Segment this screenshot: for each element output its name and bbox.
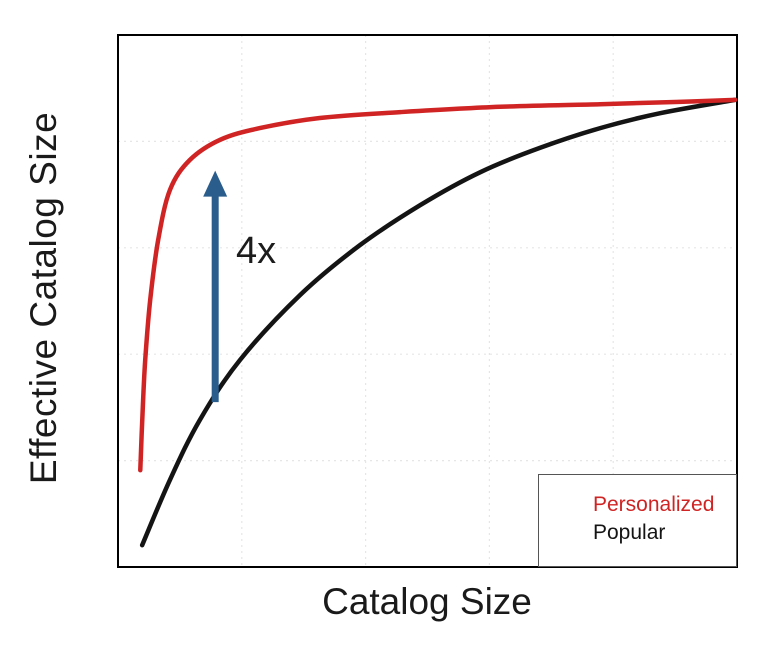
x-axis-label: Catalog Size	[322, 581, 532, 622]
annotation-4x-label: 4x	[236, 230, 277, 272]
annotation-arrow-head	[203, 170, 228, 197]
plot-border	[117, 34, 738, 568]
legend-item-personalized: Personalized	[593, 493, 715, 516]
legend: Personalized Popular	[538, 474, 737, 567]
y-axis-label: Effective Catalog Size	[23, 111, 64, 485]
series-line-popular	[139, 97, 738, 548]
legend-item-popular: Popular	[593, 521, 666, 544]
series-line-personalized	[138, 97, 738, 473]
